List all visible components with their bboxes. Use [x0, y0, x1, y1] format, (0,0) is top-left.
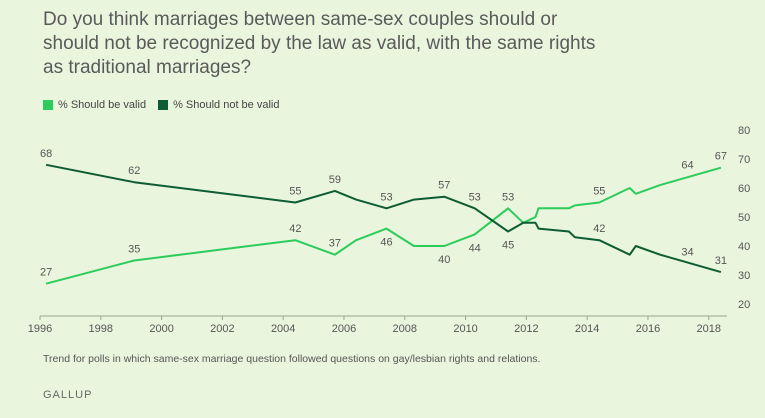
- data-label-valid: 67: [715, 151, 727, 163]
- data-label-not-valid: 55: [289, 186, 301, 198]
- data-label-valid: 27: [40, 267, 52, 279]
- x-tick-label: 1996: [28, 323, 52, 335]
- data-label-not-valid: 34: [681, 246, 693, 258]
- series-line-valid: [45, 166, 722, 285]
- x-tick-label: 2018: [697, 323, 721, 335]
- x-tick-label: 2000: [149, 323, 173, 335]
- legend-label-not-valid: % Should not be valid: [173, 99, 280, 111]
- y-tick-label: 80: [738, 125, 750, 137]
- data-label-not-valid: 42: [593, 223, 605, 235]
- data-label-not-valid: 53: [380, 191, 392, 203]
- x-tick-label: 2012: [514, 323, 538, 335]
- data-label-valid: 37: [329, 238, 341, 250]
- y-tick-label: 50: [738, 212, 750, 224]
- x-tick-label: 1998: [89, 323, 113, 335]
- x-tick-label: 2014: [575, 323, 599, 335]
- data-label-not-valid: 44: [469, 242, 481, 254]
- data-label-not-valid: 68: [40, 148, 52, 160]
- gallup-wordmark: GALLUP: [43, 389, 93, 401]
- legend-swatch-not-valid: [158, 100, 169, 110]
- data-label-not-valid: 59: [329, 174, 341, 186]
- x-tick-label: 2010: [453, 323, 477, 335]
- data-label-valid: 53: [502, 191, 514, 203]
- x-tick-label: 2006: [332, 323, 356, 335]
- data-label-not-valid: 53: [469, 191, 481, 203]
- y-tick-label: 20: [738, 299, 750, 311]
- data-label-valid: 46: [380, 237, 392, 249]
- data-label-valid: 42: [289, 223, 301, 235]
- x-tick-label: 2016: [636, 323, 660, 335]
- chart-title: Do you think marriages between same-sex …: [43, 9, 596, 78]
- data-label-not-valid: 62: [128, 165, 140, 177]
- data-label-valid: 35: [128, 244, 140, 256]
- legend-item-valid: % Should be valid: [43, 99, 146, 111]
- x-tick-label: 2002: [210, 323, 234, 335]
- y-tick-label: 30: [738, 270, 750, 282]
- y-tick-label: 70: [738, 154, 750, 166]
- data-label-not-valid: 57: [438, 180, 450, 192]
- data-label-valid: 55: [593, 186, 605, 198]
- data-label-not-valid: 31: [715, 255, 727, 267]
- data-label-valid: 40: [438, 254, 450, 266]
- legend-label-valid: % Should be valid: [58, 99, 147, 111]
- legend-item-not-valid: % Should not be valid: [158, 99, 279, 111]
- data-label-valid: 64: [681, 159, 693, 171]
- footnote: Trend for polls in which same-sex marria…: [43, 353, 541, 365]
- line-chart: 1996 1998 2000 2002 2004 2006 2008 2010 2012 2014…: [28, 125, 750, 335]
- legend: % Should be valid % Should not be valid: [43, 99, 291, 111]
- y-tick-label: 60: [738, 183, 750, 195]
- y-tick-label: 40: [738, 241, 750, 253]
- series-line-not-valid: [45, 163, 722, 274]
- x-tick-label: 2008: [393, 323, 417, 335]
- legend-swatch-valid: [43, 100, 53, 110]
- data-label-not-valid: 45: [502, 240, 514, 252]
- x-tick-label: 2004: [271, 323, 295, 335]
